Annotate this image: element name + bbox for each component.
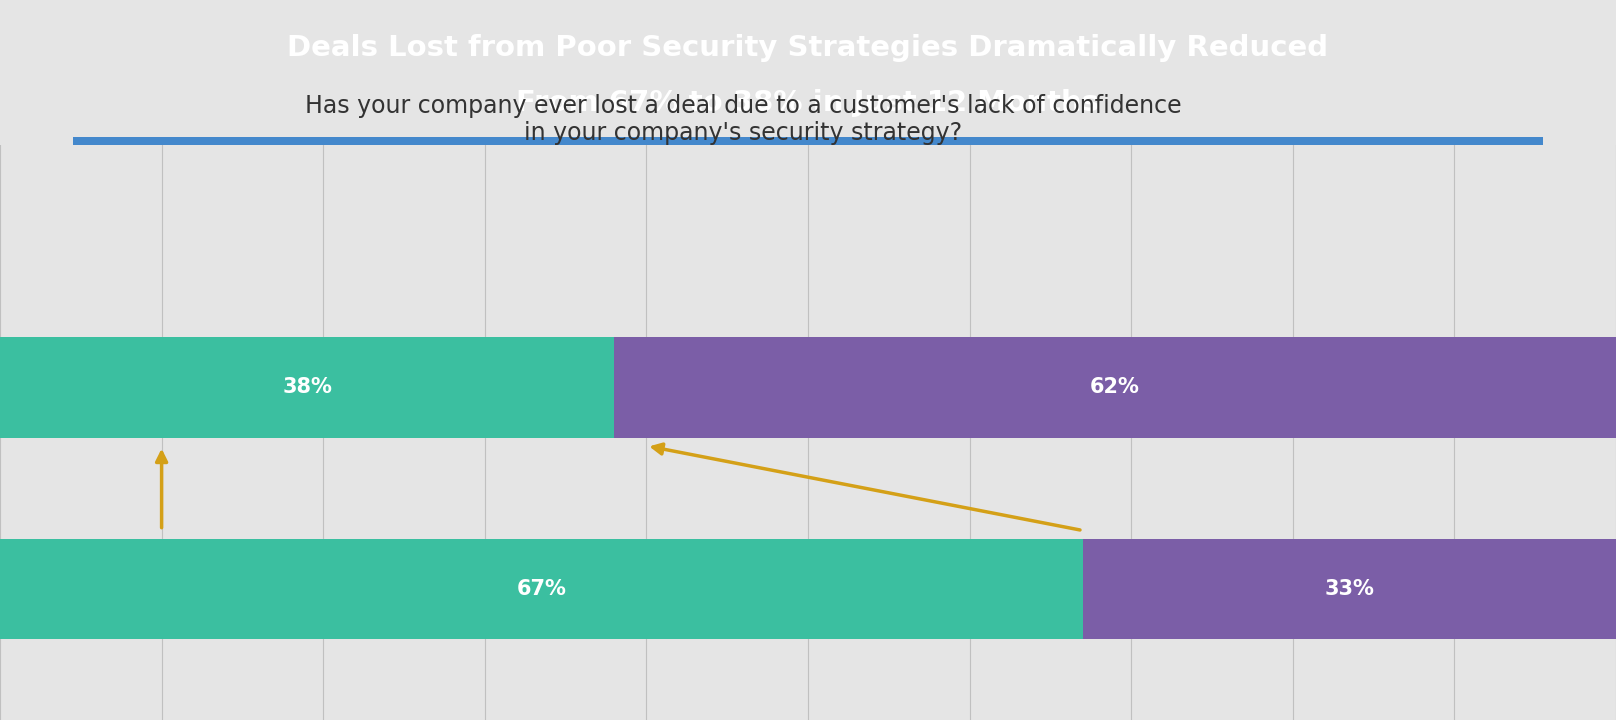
Text: 67%: 67% [517,579,566,599]
Text: 33%: 33% [1325,579,1374,599]
Bar [1083,539,1616,639]
Bar [0,539,1083,639]
Text: From 67% to 38% in Just 12 Months: From 67% to 38% in Just 12 Months [517,89,1099,117]
Text: 38%: 38% [283,377,331,397]
Bar [614,337,1616,438]
Bar [0,337,614,438]
Text: Has your company ever lost a deal due to a customer's lack of confidence
in your: Has your company ever lost a deal due to… [305,94,1181,145]
Text: 62%: 62% [1091,377,1139,397]
Text: Deals Lost from Poor Security Strategies Dramatically Reduced: Deals Lost from Poor Security Strategies… [288,34,1328,62]
